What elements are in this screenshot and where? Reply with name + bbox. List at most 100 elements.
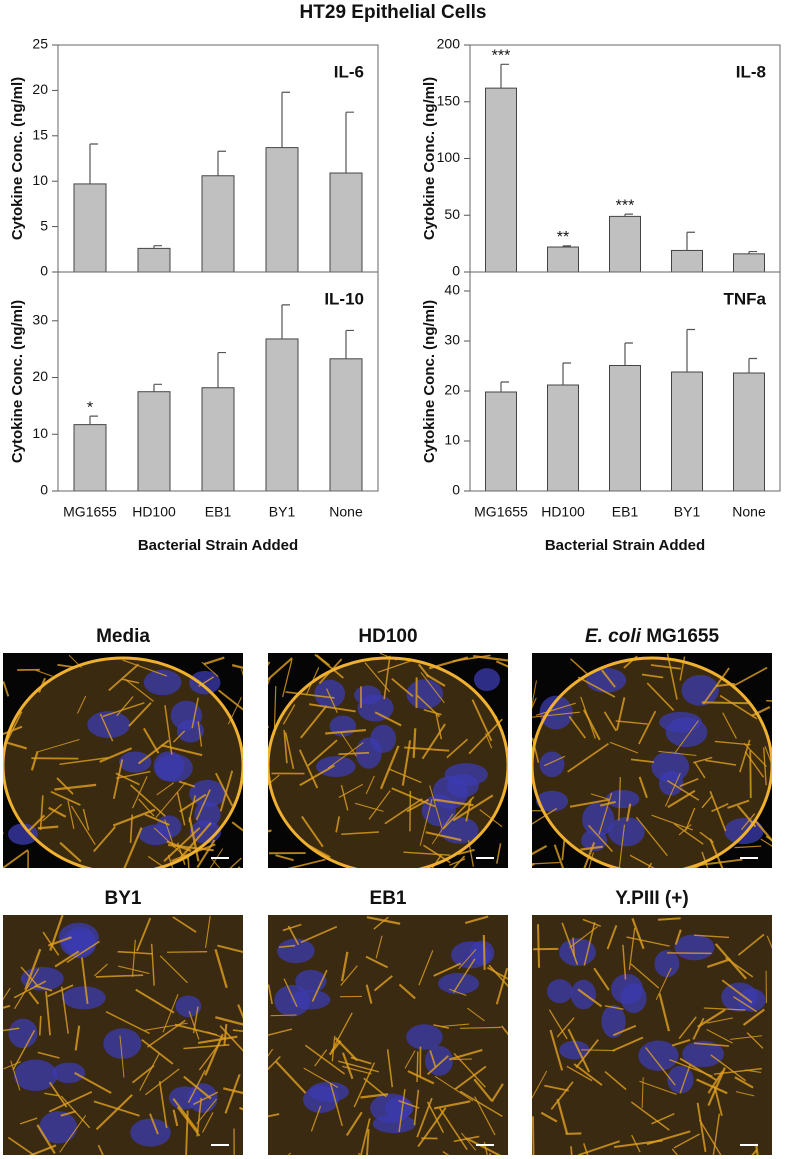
actin-fiber bbox=[282, 659, 293, 698]
actin-fiber bbox=[197, 1035, 238, 1044]
nucleus bbox=[536, 790, 569, 812]
significance: *** bbox=[616, 197, 635, 214]
actin-fiber bbox=[215, 772, 234, 807]
actin-fiber bbox=[730, 1035, 763, 1040]
y-tick-label: 200 bbox=[437, 36, 461, 52]
actin-fiber bbox=[766, 935, 772, 950]
actin-fiber bbox=[429, 1050, 437, 1068]
actin-fiber bbox=[575, 1039, 599, 1069]
actin-fiber bbox=[678, 1016, 697, 1040]
image-label-text: BY1 bbox=[105, 888, 142, 909]
error-bar bbox=[686, 231, 695, 251]
actin-fiber bbox=[303, 1067, 339, 1089]
actin-fiber bbox=[588, 824, 613, 853]
actin-fiber bbox=[237, 1004, 243, 1020]
actin-fiber bbox=[187, 856, 190, 868]
actin-fiber bbox=[727, 799, 750, 809]
actin-fiber bbox=[423, 709, 442, 716]
actin-fiber bbox=[403, 851, 451, 856]
nucleus bbox=[665, 717, 708, 748]
actin-fiber bbox=[698, 858, 743, 867]
y-tick-label: 20 bbox=[32, 81, 48, 97]
actin-fiber bbox=[141, 1038, 174, 1065]
actin-fiber bbox=[580, 845, 603, 851]
actin-fiber bbox=[581, 1049, 615, 1052]
x-tick-label: EB1 bbox=[205, 504, 232, 520]
actin-fiber bbox=[746, 1032, 764, 1049]
actin-fiber bbox=[696, 1078, 728, 1095]
actin-fiber bbox=[47, 936, 72, 947]
actin-fiber bbox=[461, 1132, 477, 1151]
actin-fiber bbox=[99, 713, 114, 742]
actin-fiber bbox=[766, 699, 772, 702]
bar bbox=[671, 371, 703, 492]
x-tick-label: None bbox=[732, 504, 766, 520]
actin-fiber bbox=[287, 925, 300, 946]
actin-fiber bbox=[721, 979, 753, 1004]
x-tick-label: BY1 bbox=[269, 504, 296, 520]
plot-frame bbox=[469, 271, 781, 492]
nucleus bbox=[654, 950, 680, 978]
actin-fiber bbox=[622, 944, 627, 980]
actin-fiber bbox=[460, 1026, 502, 1029]
actin-fiber bbox=[128, 702, 152, 727]
actin-fiber bbox=[268, 1048, 274, 1057]
actin-fiber bbox=[163, 827, 201, 862]
actin-fiber bbox=[172, 730, 186, 743]
actin-fiber bbox=[544, 755, 566, 767]
nucleus bbox=[64, 927, 97, 959]
actin-fiber bbox=[488, 964, 508, 988]
actin-fiber bbox=[116, 696, 134, 717]
y-tick-label: 50 bbox=[444, 206, 460, 222]
actin-fiber bbox=[279, 944, 296, 949]
actin-fiber bbox=[598, 792, 613, 835]
actin-fiber bbox=[268, 984, 273, 1005]
actin-fiber bbox=[44, 1092, 60, 1097]
image-label: Media bbox=[96, 626, 150, 647]
actin-fiber bbox=[159, 955, 188, 984]
actin-fiber bbox=[19, 1117, 38, 1125]
actin-fiber bbox=[314, 1049, 328, 1067]
actin-fiber bbox=[282, 923, 302, 932]
actin-fiber bbox=[3, 1004, 11, 1009]
actin-fiber bbox=[474, 1096, 496, 1136]
actin-fiber bbox=[340, 951, 349, 982]
actin-fiber bbox=[38, 1015, 42, 1036]
actin-fiber bbox=[742, 1008, 765, 1026]
micrograph bbox=[532, 653, 772, 868]
actin-fiber bbox=[739, 739, 751, 773]
actin-fiber bbox=[3, 725, 23, 736]
actin-fiber bbox=[673, 1133, 701, 1149]
actin-fiber bbox=[338, 1060, 380, 1073]
actin-fiber bbox=[412, 728, 417, 758]
actin-fiber bbox=[327, 742, 364, 769]
micrograph bbox=[268, 915, 508, 1155]
actin-fiber bbox=[709, 790, 727, 832]
actin-fiber bbox=[566, 1065, 593, 1082]
actin-fiber bbox=[536, 924, 541, 968]
actin-fiber bbox=[710, 1054, 747, 1082]
actin-fiber bbox=[48, 1081, 68, 1108]
nucleus bbox=[52, 1062, 86, 1083]
actin-fiber bbox=[341, 1052, 354, 1080]
bar bbox=[329, 358, 363, 492]
actin-fiber bbox=[707, 1070, 724, 1094]
actin-fiber bbox=[350, 1056, 372, 1065]
colony-edge bbox=[3, 656, 243, 868]
nucleus bbox=[138, 824, 174, 846]
actin-fiber bbox=[108, 663, 140, 692]
actin-fiber bbox=[38, 739, 80, 753]
actin-fiber bbox=[335, 816, 341, 833]
nucleus bbox=[308, 1081, 349, 1102]
error-bar bbox=[153, 383, 162, 392]
y-tick-label: 40 bbox=[444, 282, 460, 298]
actin-fiber bbox=[172, 916, 197, 933]
error-bar bbox=[748, 357, 757, 373]
actin-fiber bbox=[30, 750, 39, 771]
actin-fiber bbox=[61, 986, 69, 1034]
bar bbox=[547, 384, 579, 492]
actin-fiber bbox=[37, 1051, 60, 1059]
actin-fiber bbox=[112, 759, 124, 799]
nucleus bbox=[605, 789, 640, 809]
actin-fiber bbox=[404, 1050, 416, 1069]
